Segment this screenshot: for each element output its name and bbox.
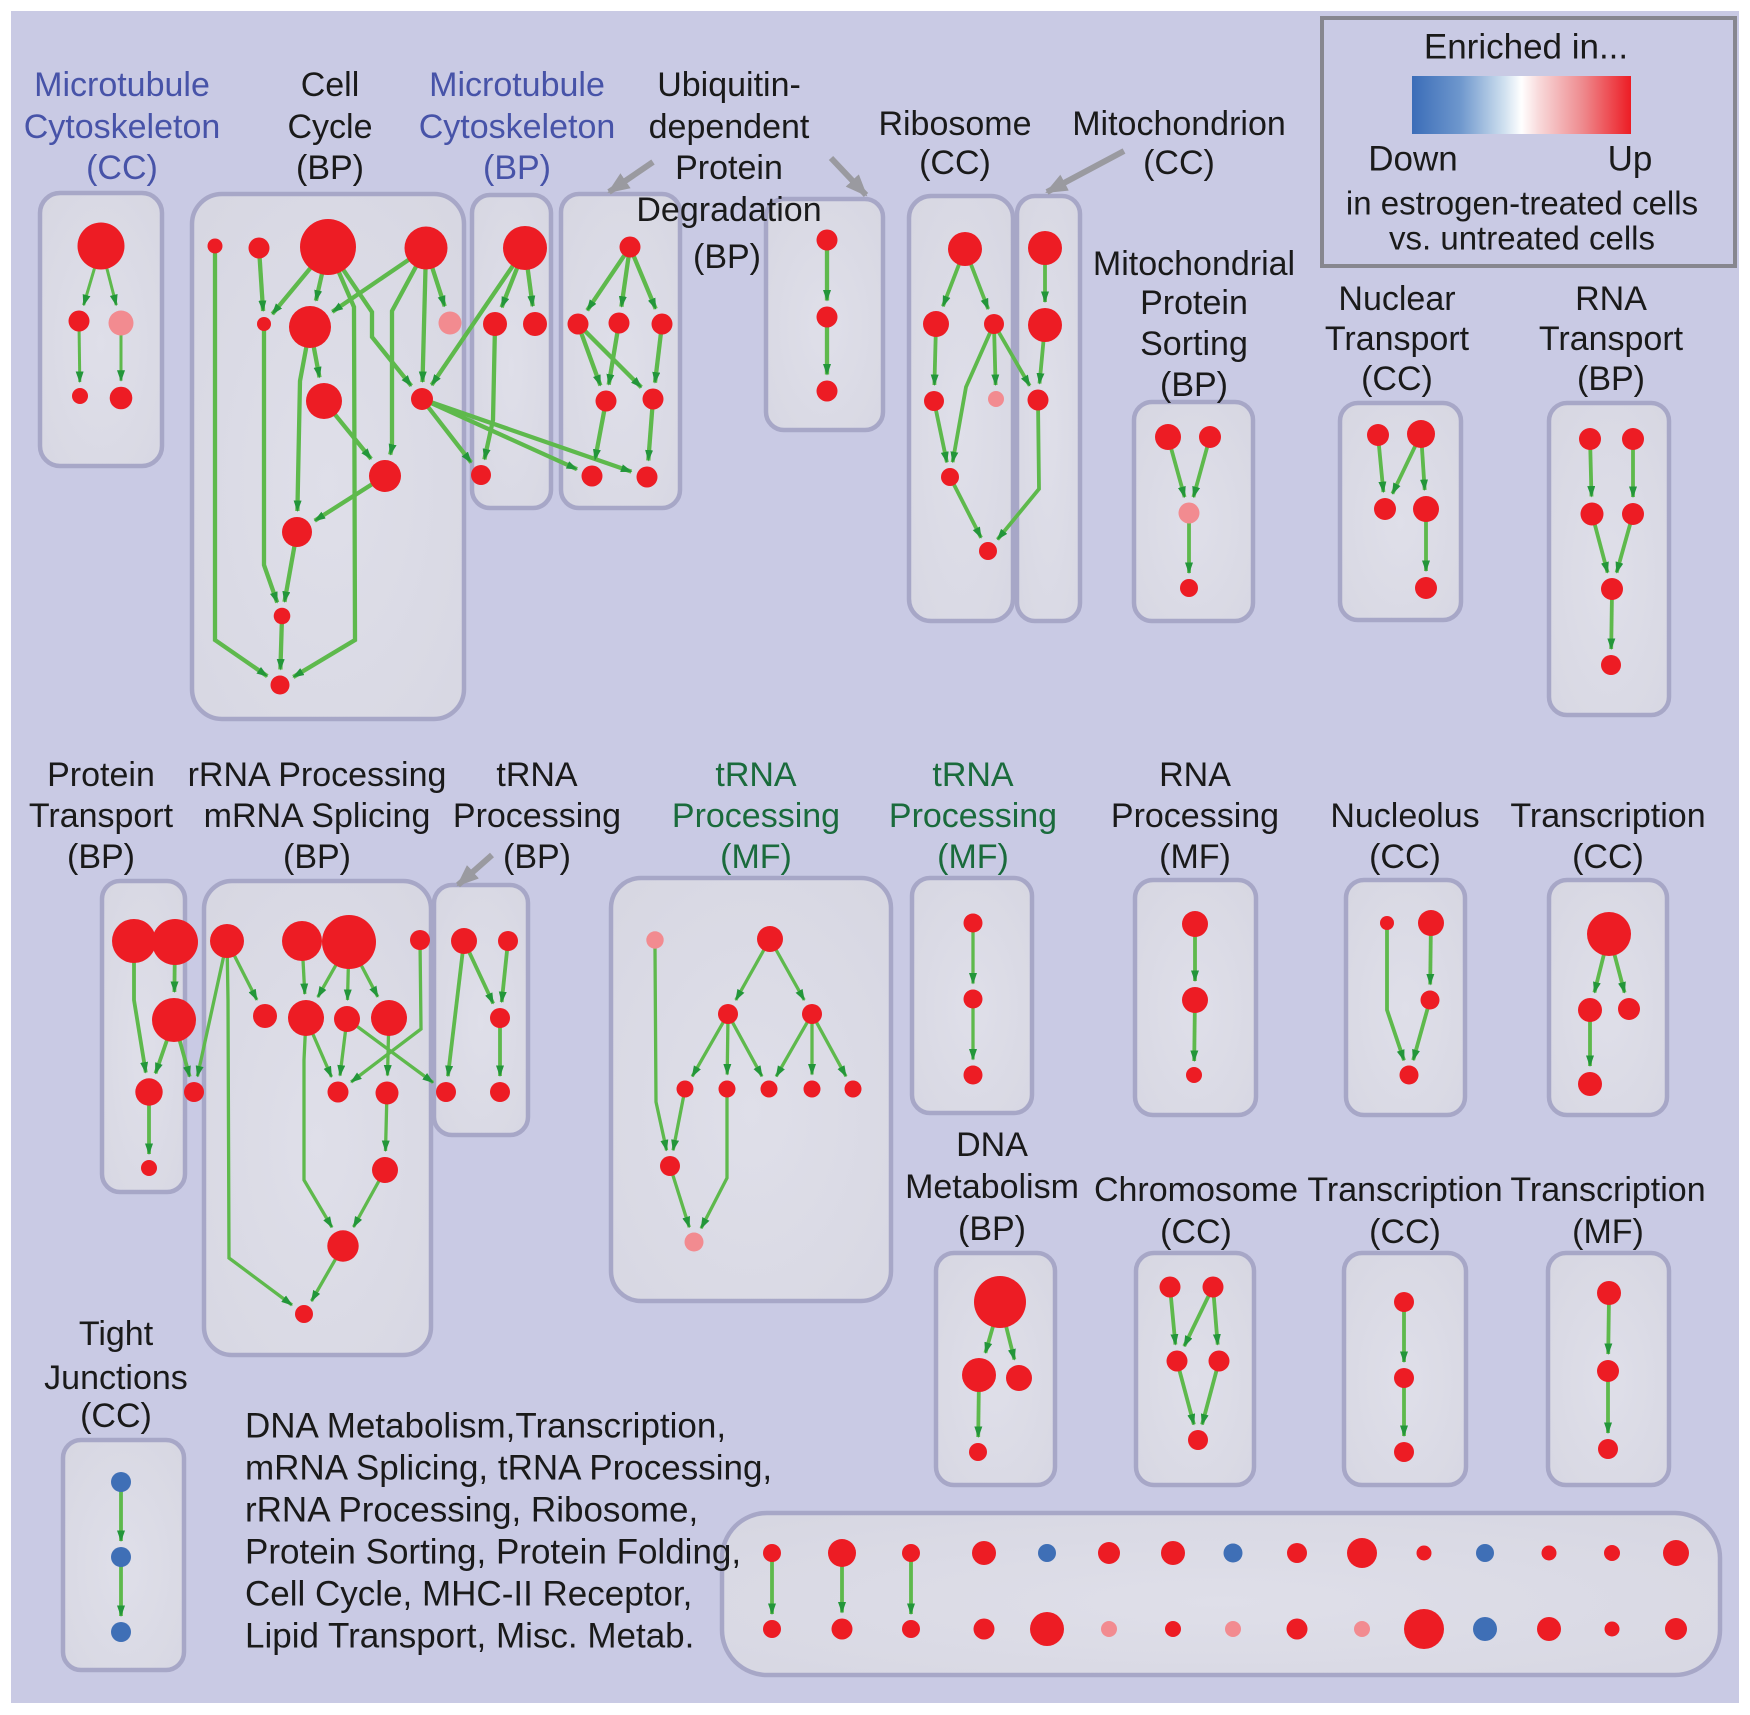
- svg-text:rRNA Processing, Ribosome,: rRNA Processing, Ribosome,: [245, 1491, 698, 1530]
- svg-text:Sorting: Sorting: [1140, 325, 1248, 363]
- svg-text:Nucleolus: Nucleolus: [1330, 797, 1479, 835]
- svg-text:Microtubule: Microtubule: [429, 66, 605, 104]
- svg-text:Protein: Protein: [1140, 284, 1248, 322]
- svg-text:Protein: Protein: [675, 149, 783, 187]
- svg-text:Transport: Transport: [29, 797, 174, 835]
- svg-text:Microtubule: Microtubule: [34, 66, 210, 104]
- svg-text:in estrogen-treated cells: in estrogen-treated cells: [1346, 185, 1698, 222]
- svg-text:Enriched in...: Enriched in...: [1424, 28, 1628, 67]
- svg-text:dependent: dependent: [649, 108, 810, 146]
- svg-text:(CC): (CC): [1143, 144, 1215, 182]
- svg-text:Transcription: Transcription: [1307, 1171, 1502, 1209]
- svg-text:Protein Sorting, Protein Foldi: Protein Sorting, Protein Folding,: [245, 1533, 741, 1572]
- svg-text:(CC): (CC): [1369, 838, 1441, 876]
- svg-text:(CC): (CC): [1572, 838, 1644, 876]
- svg-text:(MF): (MF): [1572, 1213, 1644, 1251]
- svg-text:tRNA: tRNA: [715, 756, 797, 794]
- svg-text:Processing: Processing: [672, 797, 840, 835]
- svg-text:(CC): (CC): [1369, 1213, 1441, 1251]
- svg-text:(CC): (CC): [919, 144, 991, 182]
- svg-text:Cell: Cell: [301, 66, 360, 104]
- svg-text:Cytoskeleton: Cytoskeleton: [419, 108, 616, 146]
- svg-text:(BP): (BP): [483, 149, 551, 187]
- svg-text:(BP): (BP): [296, 149, 364, 187]
- svg-text:(CC): (CC): [1361, 360, 1433, 398]
- svg-text:Lipid Transport, Misc. Metab.: Lipid Transport, Misc. Metab.: [245, 1617, 694, 1656]
- svg-text:(MF): (MF): [1159, 838, 1231, 876]
- svg-text:Tight: Tight: [79, 1315, 154, 1353]
- svg-text:Transcription: Transcription: [1510, 797, 1705, 835]
- svg-text:Mitochondrion: Mitochondrion: [1072, 105, 1286, 143]
- svg-text:(CC): (CC): [80, 1397, 152, 1435]
- svg-text:rRNA Processing: rRNA Processing: [188, 756, 447, 794]
- svg-text:tRNA: tRNA: [932, 756, 1014, 794]
- svg-text:mRNA Splicing, tRNA Processing: mRNA Splicing, tRNA Processing,: [245, 1449, 772, 1488]
- svg-text:(BP): (BP): [958, 1210, 1026, 1248]
- svg-text:(BP): (BP): [67, 838, 135, 876]
- svg-text:(BP): (BP): [503, 838, 571, 876]
- svg-text:Junctions: Junctions: [44, 1359, 188, 1397]
- svg-text:tRNA: tRNA: [496, 756, 578, 794]
- svg-text:Ubiquitin-: Ubiquitin-: [657, 66, 801, 104]
- svg-text:Transport: Transport: [1539, 320, 1684, 358]
- svg-text:Transport: Transport: [1325, 320, 1470, 358]
- svg-text:RNA: RNA: [1159, 756, 1231, 794]
- svg-text:mRNA Splicing: mRNA Splicing: [204, 797, 431, 835]
- svg-text:Cell Cycle, MHC-II Receptor,: Cell Cycle, MHC-II Receptor,: [245, 1575, 692, 1614]
- svg-text:Processing: Processing: [889, 797, 1057, 835]
- svg-text:(BP): (BP): [1577, 360, 1645, 398]
- svg-text:Chromosome: Chromosome: [1094, 1171, 1298, 1209]
- svg-text:(CC): (CC): [86, 149, 158, 187]
- svg-text:vs. untreated cells: vs. untreated cells: [1389, 220, 1655, 257]
- svg-text:(MF): (MF): [937, 838, 1009, 876]
- svg-text:RNA: RNA: [1575, 280, 1647, 318]
- svg-text:(BP): (BP): [1160, 366, 1228, 404]
- svg-text:Down: Down: [1368, 140, 1457, 179]
- svg-text:(BP): (BP): [693, 238, 761, 276]
- svg-text:Cytoskeleton: Cytoskeleton: [24, 108, 221, 146]
- svg-text:Cycle: Cycle: [287, 108, 372, 146]
- svg-text:Transcription: Transcription: [1510, 1171, 1705, 1209]
- svg-text:DNA Metabolism,Transcription,: DNA Metabolism,Transcription,: [245, 1407, 726, 1446]
- svg-text:Protein: Protein: [47, 756, 155, 794]
- svg-text:Processing: Processing: [453, 797, 621, 835]
- svg-text:Mitochondrial: Mitochondrial: [1093, 245, 1295, 283]
- svg-text:Degradation: Degradation: [636, 191, 821, 229]
- svg-text:Metabolism: Metabolism: [905, 1168, 1079, 1206]
- svg-text:(BP): (BP): [283, 838, 351, 876]
- svg-text:Nuclear: Nuclear: [1338, 280, 1455, 318]
- svg-text:DNA: DNA: [956, 1126, 1028, 1164]
- svg-text:Ribosome: Ribosome: [878, 105, 1031, 143]
- svg-text:(MF): (MF): [720, 838, 792, 876]
- svg-text:Up: Up: [1608, 140, 1653, 179]
- svg-text:Processing: Processing: [1111, 797, 1279, 835]
- svg-text:(CC): (CC): [1160, 1213, 1232, 1251]
